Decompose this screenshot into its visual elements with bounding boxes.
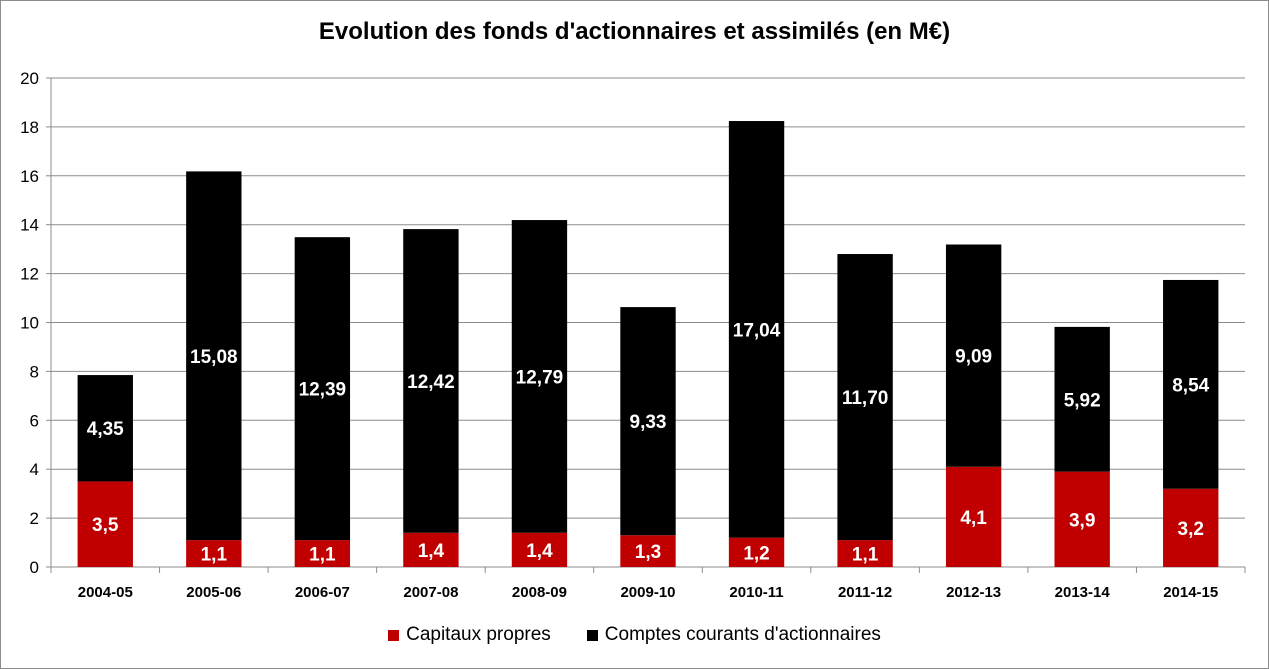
legend-swatch-comptes-courants — [586, 629, 598, 641]
x-tick-label: 2008-09 — [512, 584, 567, 601]
x-tick-label: 2006-07 — [295, 584, 350, 601]
x-tick-label: 2013-14 — [1055, 584, 1111, 601]
data-label: 3,5 — [92, 515, 119, 536]
data-label: 17,04 — [733, 320, 781, 341]
bar-comptes-courants — [186, 171, 242, 541]
bar-capitaux-propres — [403, 532, 459, 567]
y-tick-label: 10 — [20, 314, 39, 333]
data-label: 12,39 — [299, 380, 347, 401]
bar-comptes-courants — [1163, 279, 1219, 489]
data-label: 3,9 — [1069, 510, 1095, 531]
y-tick-label: 18 — [20, 118, 39, 137]
data-label: 1,1 — [309, 545, 336, 566]
data-label: 1,2 — [743, 543, 769, 564]
bar-capitaux-propres — [945, 466, 1002, 567]
y-tick-label: 6 — [30, 411, 39, 430]
bar-comptes-courants — [1054, 326, 1110, 472]
y-tick-label: 12 — [20, 265, 39, 284]
y-tick-label: 2 — [30, 509, 39, 528]
bar-capitaux-propres — [837, 540, 893, 567]
legend-label-capitaux-propres: Capitaux propres — [406, 624, 551, 645]
legend-label-comptes-courants: Comptes courants d'actionnaires — [604, 624, 881, 645]
bar-comptes-courants — [837, 254, 893, 541]
y-tick-label: 16 — [20, 167, 39, 186]
data-label: 15,08 — [190, 347, 238, 368]
x-tick-label: 2007-08 — [403, 584, 458, 601]
data-label: 1,3 — [635, 542, 661, 563]
x-tick-label: 2010-11 — [729, 584, 783, 601]
data-label: 4,35 — [87, 419, 124, 440]
data-label: 3,2 — [1178, 519, 1204, 540]
data-label: 12,42 — [407, 372, 455, 393]
bar-comptes-courants — [728, 121, 785, 538]
bar-comptes-courants — [294, 237, 351, 541]
x-tick-label: 2012-13 — [946, 584, 1001, 601]
y-tick-label: 4 — [30, 460, 39, 479]
bar-capitaux-propres — [1163, 488, 1219, 567]
x-tick-label: 2014-15 — [1163, 584, 1218, 601]
data-label: 4,1 — [960, 508, 987, 529]
data-label: 8,54 — [1172, 375, 1209, 396]
bar-capitaux-propres — [77, 481, 133, 567]
bar-comptes-courants — [403, 229, 459, 533]
x-tick-label: 2011-12 — [838, 584, 892, 601]
bar-capitaux-propres — [728, 537, 785, 567]
data-label: 9,09 — [955, 347, 992, 368]
bar-comptes-courants — [945, 244, 1002, 467]
bar-capitaux-propres — [511, 532, 568, 567]
bar-comptes-courants — [511, 220, 568, 533]
bar-comptes-courants — [620, 307, 676, 536]
y-tick-label: 0 — [30, 558, 39, 577]
data-label: 5,92 — [1064, 390, 1101, 411]
legend: Capitaux propres Comptes courants d'acti… — [0, 624, 1269, 646]
y-tick-label: 14 — [20, 216, 39, 235]
bar-comptes-courants — [77, 375, 133, 482]
x-tick-label: 2005-06 — [186, 584, 241, 601]
data-label: 9,33 — [630, 412, 667, 433]
data-label: 1,1 — [201, 545, 228, 566]
x-tick-label: 2009-10 — [620, 584, 675, 601]
legend-item-comptes-courants: Comptes courants d'actionnaires — [586, 624, 881, 646]
data-label: 12,79 — [516, 367, 564, 388]
bar-capitaux-propres — [1054, 471, 1110, 567]
legend-item-capitaux-propres: Capitaux propres — [388, 624, 551, 646]
chart-title: Evolution des fonds d'actionnaires et as… — [318, 18, 951, 45]
legend-swatch-capitaux-propres — [388, 629, 400, 641]
data-label: 1,4 — [418, 541, 445, 562]
bar-capitaux-propres — [294, 540, 351, 567]
bar-capitaux-propres — [186, 540, 242, 567]
bar-capitaux-propres — [620, 535, 676, 567]
y-tick-label: 8 — [30, 362, 39, 381]
data-label: 11,70 — [842, 388, 889, 409]
y-tick-label: 20 — [20, 69, 39, 88]
x-tick-label: 2004-05 — [78, 584, 133, 601]
data-label: 1,1 — [852, 545, 879, 566]
data-label: 1,4 — [526, 541, 553, 562]
